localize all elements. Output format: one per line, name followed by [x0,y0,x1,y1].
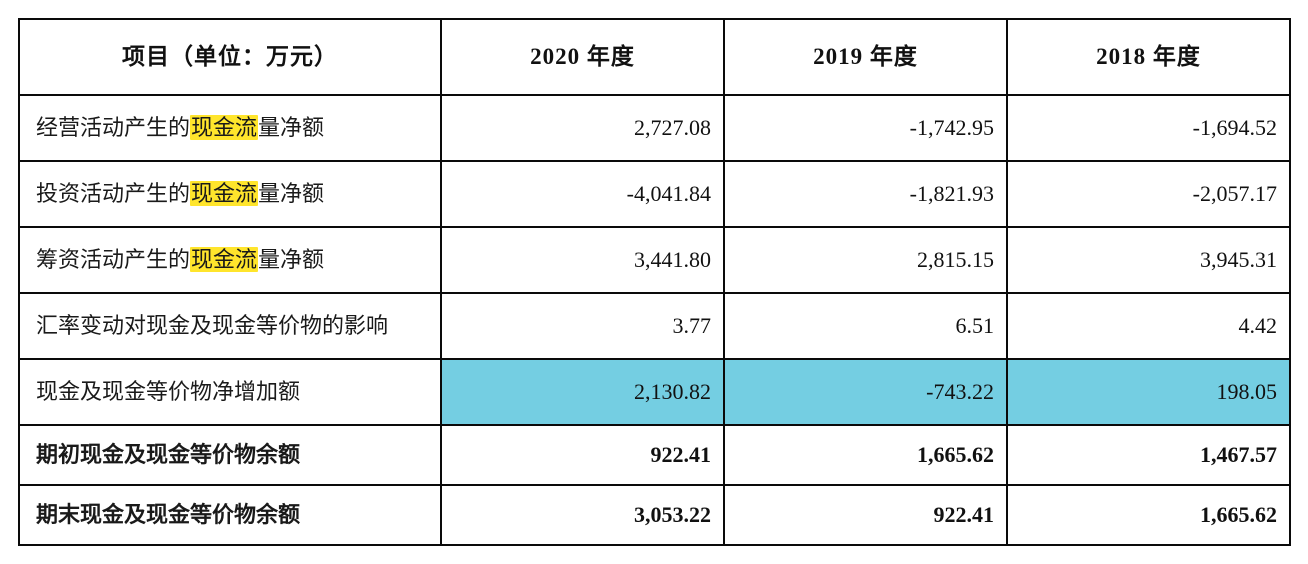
row-label-pre: 现金及现金等价物净增加额 [36,379,300,404]
row-label-highlight: 现金流 [190,181,258,206]
row-val-2019: 1,665.62 [724,425,1007,485]
table-row: 汇率变动对现金及现金等价物的影响 3.77 6.51 4.42 [19,293,1290,359]
row-val-2019: -1,821.93 [724,161,1007,227]
row-val-2020: 2,130.82 [441,359,724,425]
table-row: 期末现金及现金等价物余额 3,053.22 922.41 1,665.62 [19,485,1290,545]
row-val-2020: 3,441.80 [441,227,724,293]
row-label: 投资活动产生的现金流量净额 [19,161,441,227]
table-row: 期初现金及现金等价物余额 922.41 1,665.62 1,467.57 [19,425,1290,485]
row-label-pre: 期初现金及现金等价物余额 [36,442,300,467]
row-val-2018: 4.42 [1007,293,1290,359]
row-val-2019: 2,815.15 [724,227,1007,293]
col-header-2020: 2020 年度 [441,19,724,95]
row-val-2020: 2,727.08 [441,95,724,161]
row-label-post: 量净额 [258,115,324,140]
col-header-2020-label: 2020 年度 [530,44,635,69]
row-val-2020: 3,053.22 [441,485,724,545]
col-header-item: 项目（单位：万元） [19,19,441,95]
row-val-2020: 3.77 [441,293,724,359]
row-val-2019: -743.22 [724,359,1007,425]
row-label-pre: 经营活动产生的 [36,115,190,140]
row-label-pre: 期末现金及现金等价物余额 [36,502,300,527]
row-label: 筹资活动产生的现金流量净额 [19,227,441,293]
col-header-2018: 2018 年度 [1007,19,1290,95]
row-val-2018: -2,057.17 [1007,161,1290,227]
row-val-2018: 198.05 [1007,359,1290,425]
table-row: 投资活动产生的现金流量净额 -4,041.84 -1,821.93 -2,057… [19,161,1290,227]
row-val-2018: 1,665.62 [1007,485,1290,545]
row-label-post: 量净额 [258,247,324,272]
col-header-item-label: 项目（单位：万元） [122,44,338,69]
row-label-post: 量净额 [258,181,324,206]
row-val-2019: 6.51 [724,293,1007,359]
row-val-2018: 3,945.31 [1007,227,1290,293]
col-header-2019-label: 2019 年度 [813,44,918,69]
row-label-highlight: 现金流 [190,115,258,140]
cashflow-table: 项目（单位：万元） 2020 年度 2019 年度 2018 年度 经营活动产生… [18,18,1291,546]
row-label-pre: 汇率变动对现金及现金等价物的影响 [36,313,388,338]
row-label: 期末现金及现金等价物余额 [19,485,441,545]
table-row: 经营活动产生的现金流量净额 2,727.08 -1,742.95 -1,694.… [19,95,1290,161]
table-body: 经营活动产生的现金流量净额 2,727.08 -1,742.95 -1,694.… [19,95,1290,545]
row-label-highlight: 现金流 [190,247,258,272]
row-val-2018: 1,467.57 [1007,425,1290,485]
row-label: 期初现金及现金等价物余额 [19,425,441,485]
row-val-2020: 922.41 [441,425,724,485]
row-val-2018: -1,694.52 [1007,95,1290,161]
row-val-2019: -1,742.95 [724,95,1007,161]
row-label-pre: 投资活动产生的 [36,181,190,206]
row-val-2019: 922.41 [724,485,1007,545]
col-header-2019: 2019 年度 [724,19,1007,95]
header-row: 项目（单位：万元） 2020 年度 2019 年度 2018 年度 [19,19,1290,95]
row-label-pre: 筹资活动产生的 [36,247,190,272]
row-label: 经营活动产生的现金流量净额 [19,95,441,161]
table-row: 筹资活动产生的现金流量净额 3,441.80 2,815.15 3,945.31 [19,227,1290,293]
col-header-2018-label: 2018 年度 [1096,44,1201,69]
table-row: 现金及现金等价物净增加额 2,130.82 -743.22 198.05 [19,359,1290,425]
row-val-2020: -4,041.84 [441,161,724,227]
row-label: 汇率变动对现金及现金等价物的影响 [19,293,441,359]
row-label: 现金及现金等价物净增加额 [19,359,441,425]
